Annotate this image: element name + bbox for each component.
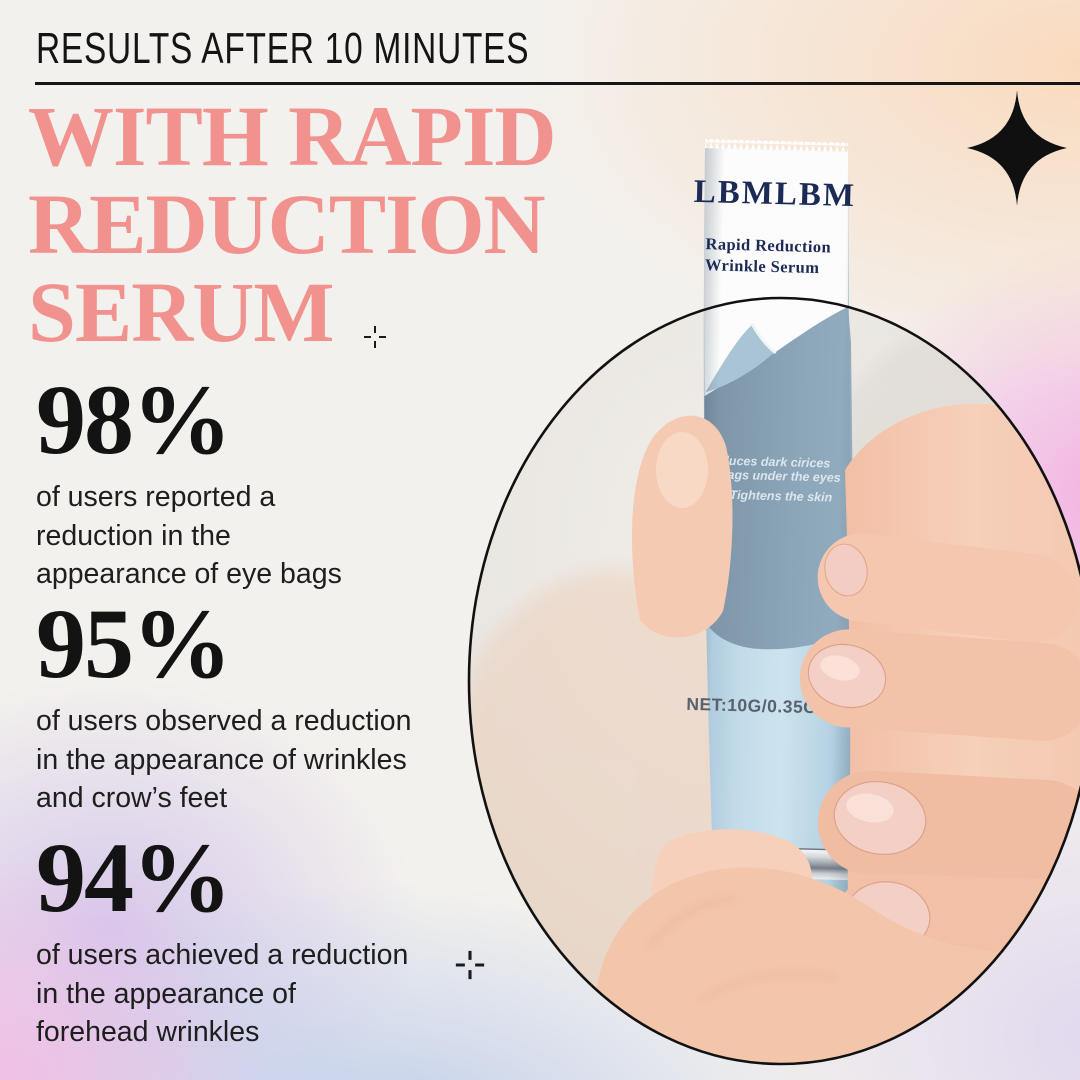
stat-block-wrinkles: 95% of users observed a reduction in the… — [36, 588, 411, 818]
tube-product-name-1: Rapid Reduction — [705, 234, 831, 256]
stat-block-forehead: 94% of users achieved a reduction in the… — [36, 822, 408, 1052]
kicker-underline — [35, 82, 1080, 85]
stat-desc-line: in the appearance of — [36, 977, 296, 1010]
dashed-plus-icon — [455, 950, 485, 980]
stat-desc-line: of users reported a — [36, 481, 276, 513]
stat-value: 98% — [36, 364, 232, 475]
stat-desc-line: forehead wrinkles — [36, 1016, 260, 1048]
stat-desc-line: appearance of eye bags — [36, 558, 342, 590]
tube-product-name-2: Wrinkle Serum — [705, 255, 820, 277]
headline-line-1: WITH RAPID — [28, 88, 557, 184]
stat-desc-line: in the appearance of wrinkles — [36, 743, 407, 776]
results-kicker: RESULTS AFTER 10 MINUTES — [36, 24, 530, 73]
stat-description: of users achieved a reduction in the app… — [36, 936, 408, 1052]
stat-desc-line: reduction in the — [36, 519, 231, 552]
stat-value: 95% — [36, 588, 232, 699]
tube-brand: LBMLBM — [693, 174, 856, 214]
headline-line-3: SERUM — [28, 264, 335, 360]
stat-description: of users observed a reduction in the app… — [36, 702, 411, 818]
sparkle-star-icon — [967, 90, 1067, 206]
dashed-plus-icon — [364, 326, 386, 348]
product-photo: Reduces dark cirices and bags under the … — [467, 139, 1080, 1066]
headline: WITH RAPID REDUCTION SERUM — [28, 88, 557, 360]
tube-crimp-seal — [705, 139, 849, 152]
stat-desc-line: and crow’s feet — [36, 782, 228, 814]
serum-tube: Reduces dark cirices and bags under the … — [686, 139, 856, 933]
stat-description: of users reported a reduction in the app… — [36, 478, 342, 594]
ring-finger — [817, 770, 1080, 884]
stat-desc-line: of users observed a reduction — [36, 705, 412, 737]
middle-finger — [799, 629, 1080, 741]
stat-block-eye-bags: 98% of users reported a reduction in the… — [36, 364, 342, 594]
stat-desc-line: of users achieved a reduction — [36, 939, 409, 971]
headline-line-2: REDUCTION — [28, 176, 546, 272]
index-fingertip — [817, 533, 1079, 643]
thumb — [631, 415, 733, 638]
tube-shading — [703, 148, 855, 933]
photo-oval-outline — [467, 296, 1080, 1066]
stat-value: 94% — [36, 822, 232, 933]
